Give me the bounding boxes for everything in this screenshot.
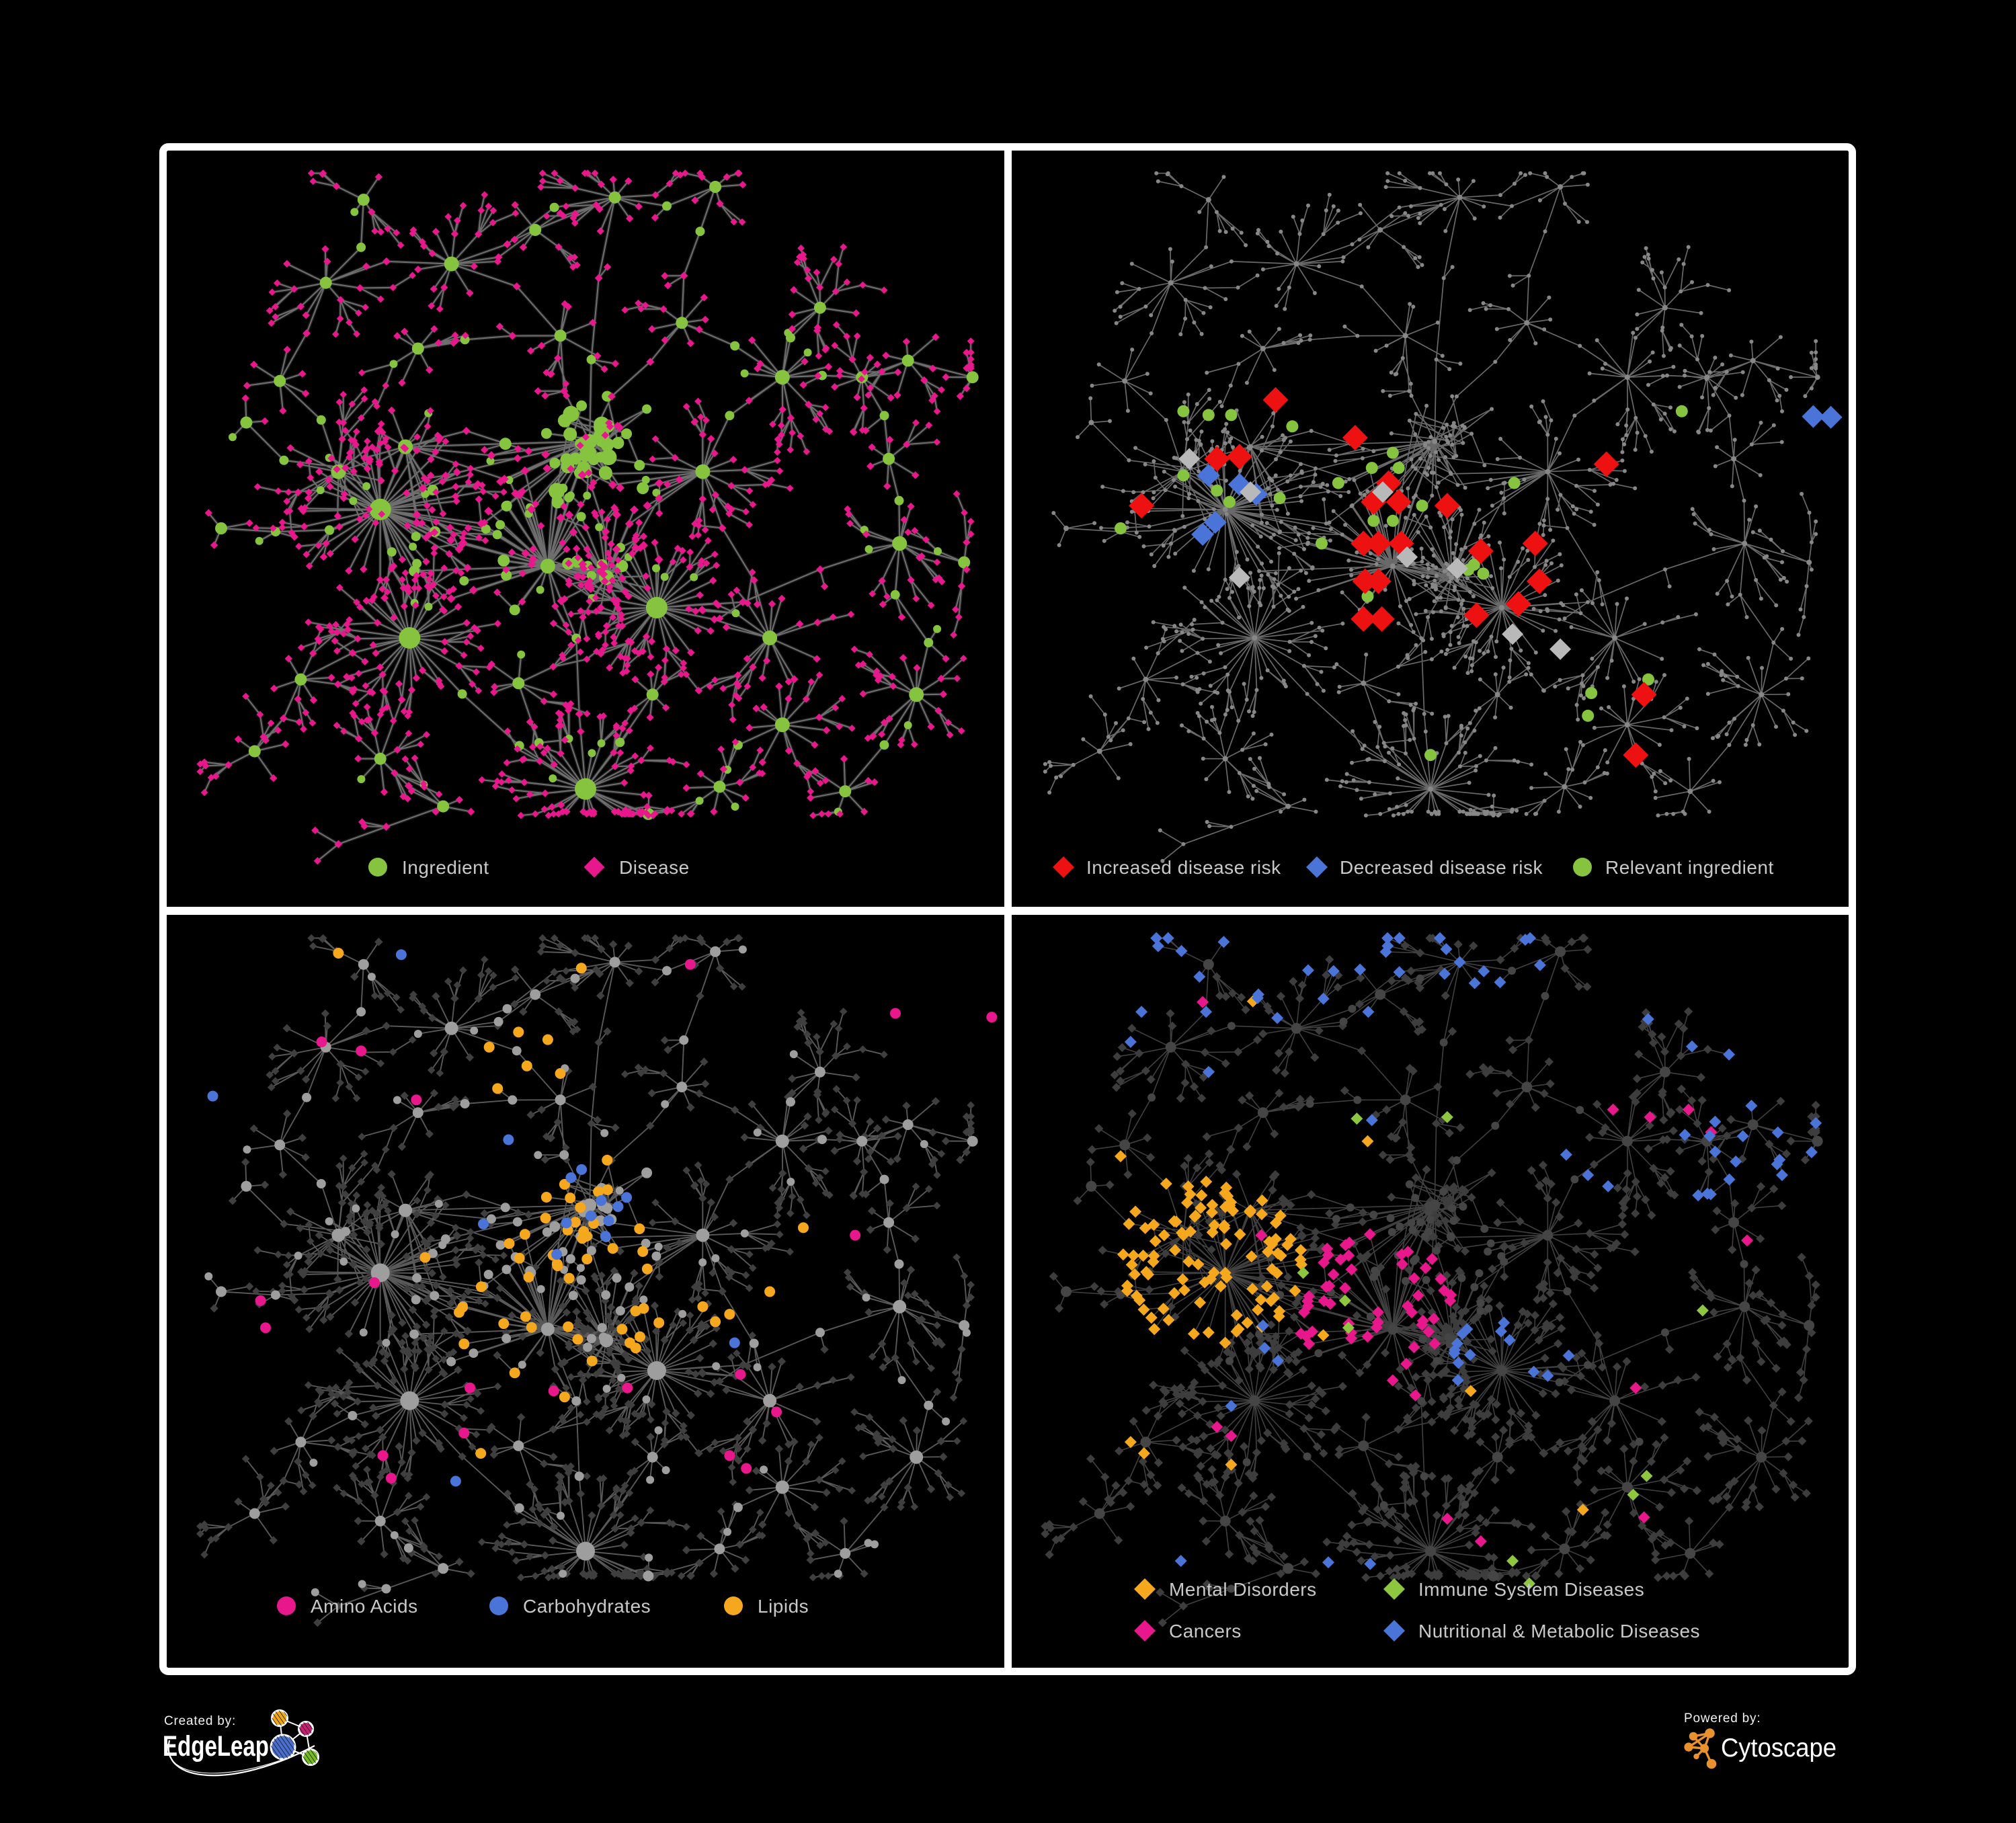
svg-text:Increased disease risk: Increased disease risk — [1086, 857, 1281, 878]
svg-text:Amino Acids: Amino Acids — [311, 1596, 418, 1617]
svg-text:Created by:: Created by: — [164, 1714, 236, 1728]
svg-text:Powered by:: Powered by: — [1684, 1711, 1761, 1726]
svg-text:Cytoscape: Cytoscape — [1721, 1734, 1837, 1763]
svg-text:Relevant ingredient: Relevant ingredient — [1605, 857, 1774, 878]
svg-text:Carbohydrates: Carbohydrates — [523, 1596, 651, 1617]
svg-text:Mental Disorders: Mental Disorders — [1169, 1579, 1317, 1600]
svg-text:Disease: Disease — [619, 857, 690, 878]
svg-text:Lipids: Lipids — [758, 1596, 809, 1617]
svg-text:Ingredient: Ingredient — [402, 857, 489, 878]
svg-text:EdgeLeap: EdgeLeap — [163, 1730, 269, 1763]
svg-text:Immune System Diseases: Immune System Diseases — [1418, 1579, 1644, 1600]
svg-text:Decreased disease risk: Decreased disease risk — [1340, 857, 1543, 878]
svg-text:Cancers: Cancers — [1169, 1621, 1242, 1642]
svg-text:Nutritional & Metabolic Diseas: Nutritional & Metabolic Diseases — [1418, 1621, 1700, 1642]
